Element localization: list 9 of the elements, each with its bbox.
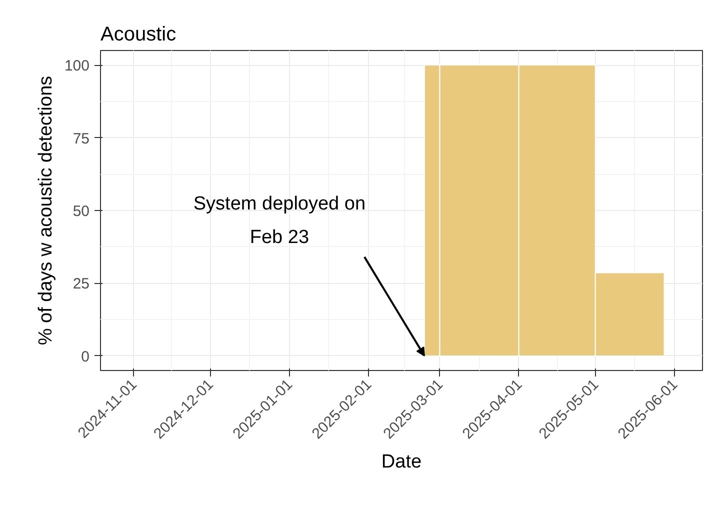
chart-title: Acoustic bbox=[100, 24, 176, 46]
y-axis-title: % of days w acoustic detections bbox=[35, 76, 56, 346]
annotation: System deployed on Feb 23 bbox=[193, 193, 366, 248]
y-tick-label: 25 bbox=[72, 276, 90, 293]
y-tick-label: 75 bbox=[72, 130, 90, 148]
y-tick-label: 0 bbox=[81, 348, 90, 366]
y-tick-label: 100 bbox=[64, 58, 90, 75]
y-tick-label: 50 bbox=[72, 203, 90, 220]
x-axis-title: Date bbox=[381, 452, 422, 473]
